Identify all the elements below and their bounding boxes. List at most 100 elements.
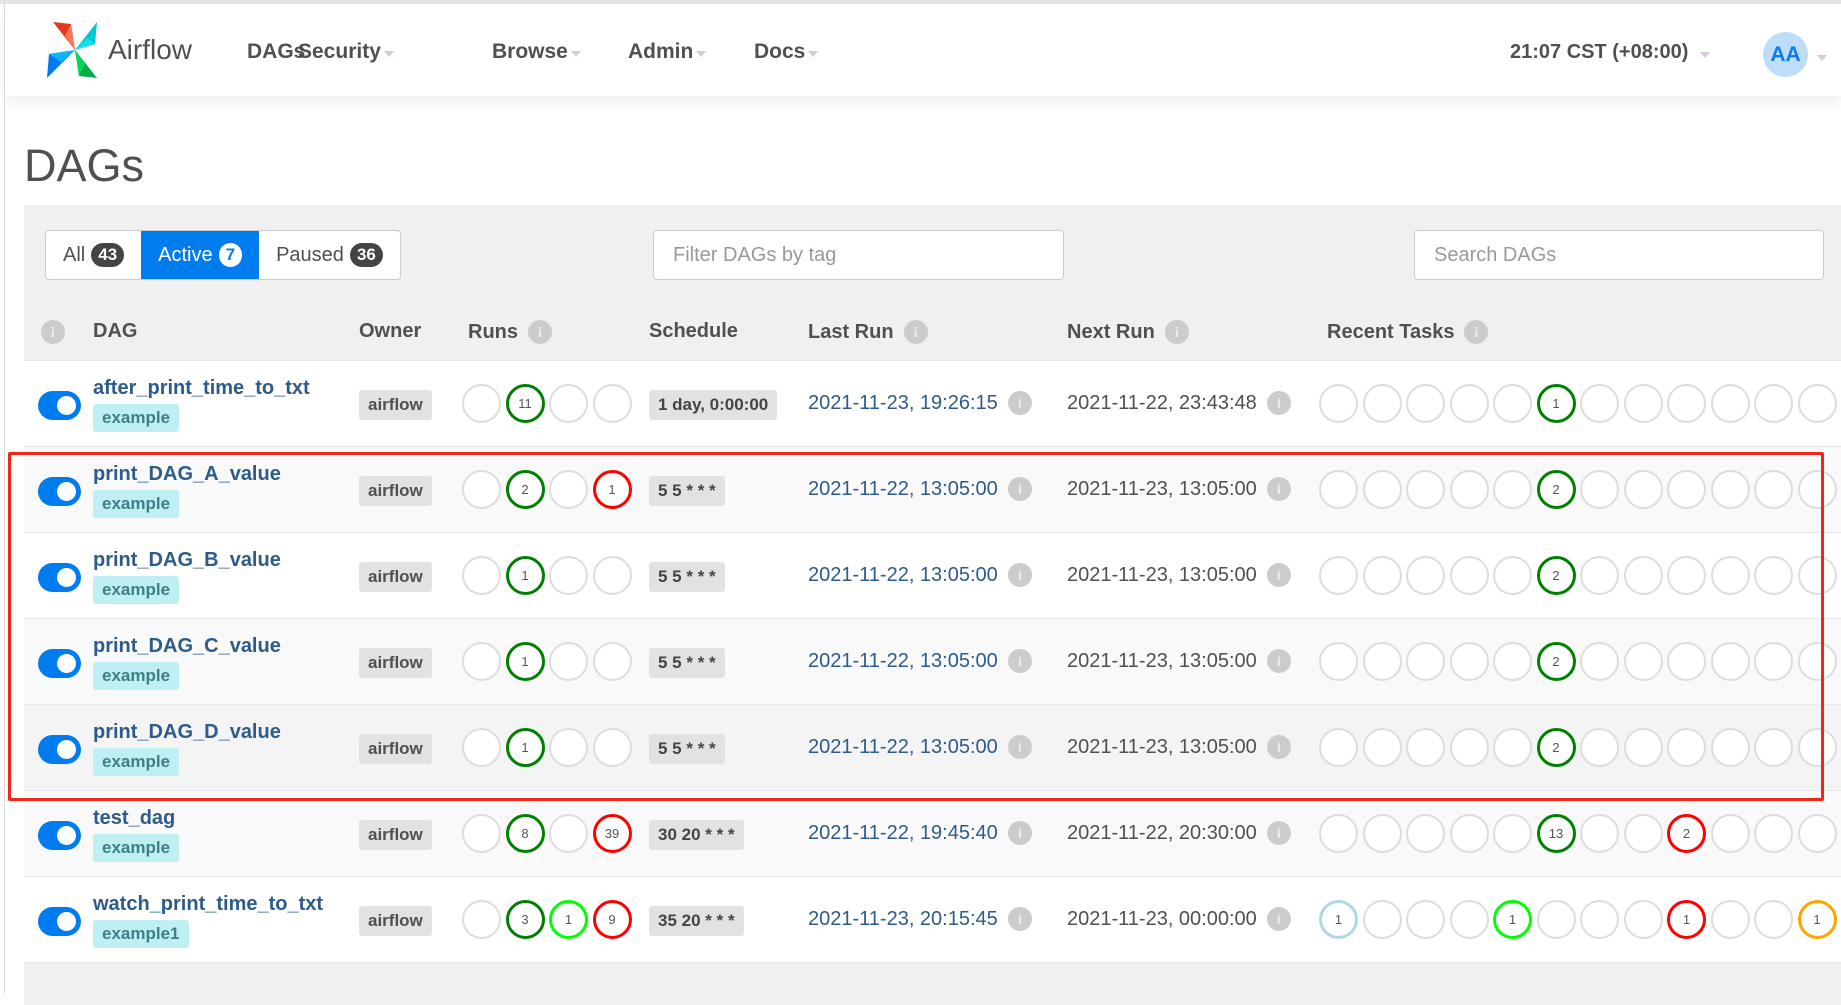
- nav-admin[interactable]: Admin: [628, 40, 707, 64]
- pause-toggle[interactable]: [38, 821, 81, 850]
- run-state-circle[interactable]: 1: [505, 728, 545, 767]
- task-state-circle[interactable]: [1623, 900, 1663, 939]
- dag-name-link[interactable]: print_DAG_B_value: [93, 549, 281, 571]
- owner-badge[interactable]: airflow: [359, 648, 432, 678]
- nav-docs[interactable]: Docs: [754, 40, 819, 64]
- task-state-circle[interactable]: [1362, 728, 1402, 767]
- task-state-circle[interactable]: [1710, 556, 1750, 595]
- task-state-circle[interactable]: [1319, 470, 1358, 509]
- task-state-circle[interactable]: [1667, 556, 1706, 595]
- run-state-circle[interactable]: [462, 556, 501, 595]
- dag-tag[interactable]: example: [93, 576, 180, 604]
- task-state-circle[interactable]: [1449, 642, 1489, 681]
- task-state-circle[interactable]: [1406, 384, 1445, 423]
- info-icon[interactable]: i: [1266, 907, 1291, 931]
- task-state-circle[interactable]: 2: [1667, 814, 1706, 853]
- task-state-circle[interactable]: [1406, 900, 1445, 939]
- run-state-circle[interactable]: [462, 642, 501, 681]
- task-state-circle[interactable]: [1797, 384, 1837, 423]
- task-state-circle[interactable]: [1580, 900, 1619, 939]
- info-icon[interactable]: i: [1007, 907, 1032, 931]
- column-dag[interactable]: DAG: [93, 320, 137, 343]
- last-run-link[interactable]: 2021-11-22, 13:05:00: [808, 563, 998, 586]
- info-icon[interactable]: i: [1007, 563, 1032, 587]
- search-dags-input[interactable]: Search DAGs: [1414, 230, 1824, 280]
- task-state-circle[interactable]: [1623, 728, 1663, 767]
- run-state-circle[interactable]: 11: [505, 384, 545, 423]
- info-icon[interactable]: i: [1007, 391, 1032, 415]
- task-state-circle[interactable]: 1: [1667, 900, 1706, 939]
- nav-browse[interactable]: Browse: [492, 40, 581, 64]
- task-state-circle[interactable]: [1623, 642, 1663, 681]
- info-icon[interactable]: i: [1164, 320, 1189, 344]
- task-state-circle[interactable]: [1580, 556, 1619, 595]
- task-state-circle[interactable]: [1449, 900, 1489, 939]
- schedule-badge[interactable]: 5 5 * * *: [649, 562, 725, 592]
- task-state-circle[interactable]: 1: [1319, 900, 1358, 939]
- last-run-link[interactable]: 2021-11-22, 13:05:00: [808, 477, 998, 500]
- last-run-link[interactable]: 2021-11-23, 19:26:15: [808, 391, 998, 414]
- task-state-circle[interactable]: [1449, 384, 1489, 423]
- task-state-circle[interactable]: [1623, 384, 1663, 423]
- brand-name[interactable]: Airflow: [108, 34, 193, 65]
- task-state-circle[interactable]: [1710, 470, 1750, 509]
- airflow-logo-icon[interactable]: [45, 20, 105, 80]
- pause-toggle[interactable]: [38, 907, 81, 936]
- task-state-circle[interactable]: [1580, 814, 1619, 853]
- task-state-circle[interactable]: [1710, 384, 1750, 423]
- task-state-circle[interactable]: [1754, 900, 1793, 939]
- info-icon[interactable]: i: [1464, 320, 1489, 344]
- task-state-circle[interactable]: [1362, 642, 1402, 681]
- task-state-circle[interactable]: [1319, 728, 1358, 767]
- run-state-circle[interactable]: [549, 470, 588, 509]
- task-state-circle[interactable]: [1754, 814, 1793, 853]
- task-state-circle[interactable]: [1580, 384, 1619, 423]
- task-state-circle[interactable]: [1667, 470, 1706, 509]
- task-state-circle[interactable]: [1362, 470, 1402, 509]
- task-state-circle[interactable]: [1797, 556, 1837, 595]
- task-state-circle[interactable]: [1797, 728, 1837, 767]
- user-avatar[interactable]: AA: [1763, 32, 1808, 77]
- run-state-circle[interactable]: [549, 384, 588, 423]
- last-run-link[interactable]: 2021-11-23, 20:15:45: [808, 907, 998, 930]
- info-icon[interactable]: i: [1007, 477, 1032, 501]
- run-state-circle[interactable]: 1: [592, 470, 632, 509]
- task-state-circle[interactable]: [1362, 384, 1402, 423]
- run-state-circle[interactable]: [549, 642, 588, 681]
- info-icon[interactable]: i: [1266, 391, 1291, 415]
- task-state-circle[interactable]: [1667, 728, 1706, 767]
- task-state-circle[interactable]: [1797, 814, 1837, 853]
- dag-tag[interactable]: example: [93, 662, 180, 690]
- run-state-circle[interactable]: 1: [549, 900, 588, 939]
- task-state-circle[interactable]: [1449, 728, 1489, 767]
- task-state-circle[interactable]: [1710, 642, 1750, 681]
- task-state-circle[interactable]: [1449, 556, 1489, 595]
- dag-tag[interactable]: example1: [93, 920, 189, 948]
- schedule-badge[interactable]: 30 20 * * *: [649, 820, 744, 850]
- timezone-dropdown[interactable]: 21:07 CST (+08:00): [1510, 41, 1711, 64]
- run-state-circle[interactable]: 39: [592, 814, 632, 853]
- task-state-circle[interactable]: [1319, 384, 1358, 423]
- task-state-circle[interactable]: 2: [1536, 470, 1576, 509]
- caret-down-icon[interactable]: [1817, 55, 1827, 61]
- task-state-circle[interactable]: [1623, 470, 1663, 509]
- dag-tag[interactable]: example: [93, 748, 180, 776]
- schedule-badge[interactable]: 35 20 * * *: [649, 906, 744, 936]
- filter-all-button[interactable]: All 43: [46, 231, 141, 279]
- tag-filter-input[interactable]: Filter DAGs by tag: [653, 230, 1064, 280]
- dag-name-link[interactable]: print_DAG_A_value: [93, 463, 281, 485]
- owner-badge[interactable]: airflow: [359, 562, 432, 592]
- run-state-circle[interactable]: 8: [505, 814, 545, 853]
- task-state-circle[interactable]: [1754, 384, 1793, 423]
- task-state-circle[interactable]: [1754, 728, 1793, 767]
- info-icon[interactable]: i: [1266, 821, 1291, 845]
- owner-badge[interactable]: airflow: [359, 906, 432, 936]
- schedule-badge[interactable]: 5 5 * * *: [649, 734, 725, 764]
- task-state-circle[interactable]: [1493, 728, 1532, 767]
- task-state-circle[interactable]: [1406, 642, 1445, 681]
- run-state-circle[interactable]: [462, 814, 501, 853]
- run-state-circle[interactable]: [592, 728, 632, 767]
- task-state-circle[interactable]: [1493, 814, 1532, 853]
- task-state-circle[interactable]: [1319, 642, 1358, 681]
- task-state-circle[interactable]: [1754, 470, 1793, 509]
